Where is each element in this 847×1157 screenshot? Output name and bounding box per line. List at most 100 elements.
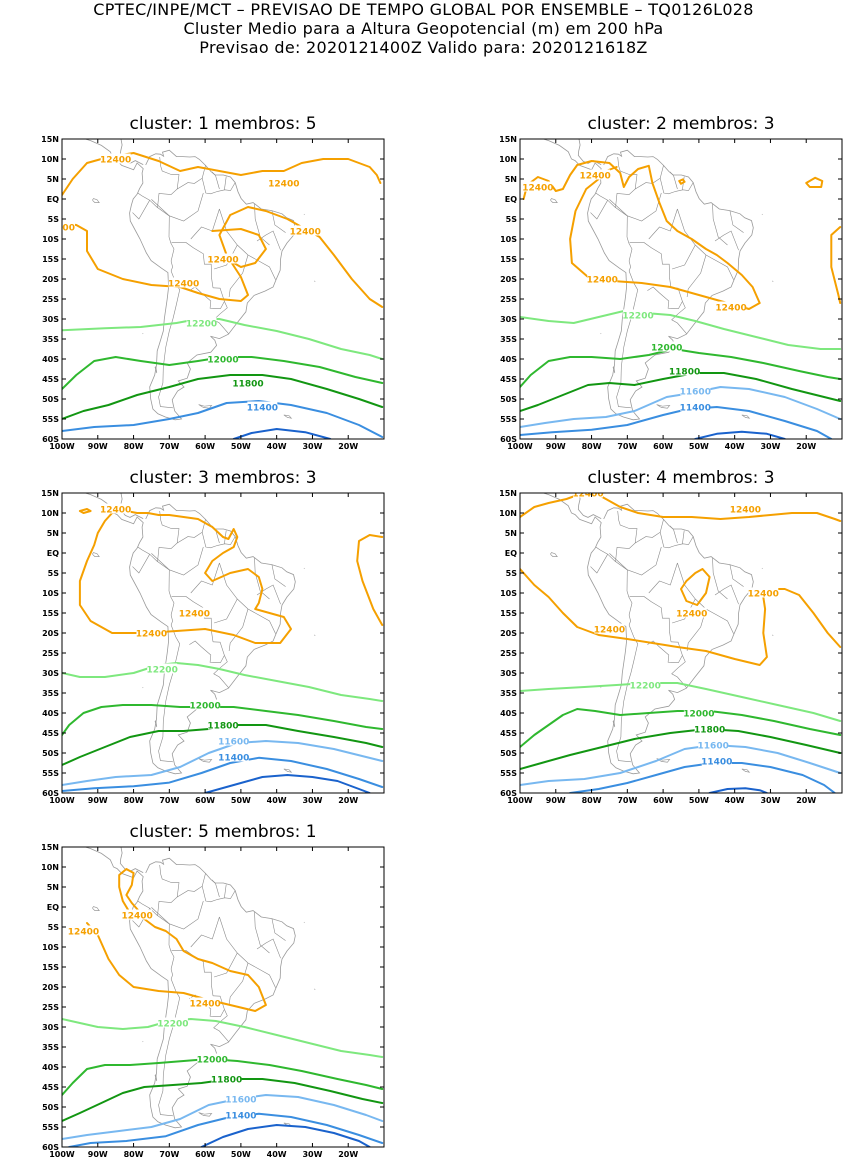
longitude-tick-label: 30W <box>302 1150 322 1157</box>
latitude-tick-label: 10N <box>41 155 59 164</box>
header-line-2: Cluster Medio para a Altura Geopotencial… <box>183 19 664 38</box>
latitude-tick-label: 55S <box>42 1123 59 1132</box>
contour-label-bg <box>208 353 238 364</box>
contour-label: 12400 <box>676 609 707 619</box>
contour-label: 12400 <box>136 629 167 639</box>
country-border <box>132 200 150 220</box>
country-border <box>590 200 608 220</box>
latitude-tick-label: 25S <box>500 295 517 304</box>
contour-label-bg <box>680 401 711 412</box>
contour-11200 <box>694 430 786 439</box>
contour-11800 <box>62 374 384 420</box>
country-border <box>635 519 664 544</box>
contour-label: 12000 <box>189 701 220 711</box>
longitude-tick-label: 70W <box>159 1150 179 1157</box>
cluster-map-panel: cluster: 1 membros: 5 12400 12400 400 12400 1… <box>41 114 385 451</box>
country-border <box>254 557 270 600</box>
country-border <box>712 557 728 600</box>
country-border <box>189 994 225 1017</box>
latitude-tick-label: 15N <box>499 489 517 498</box>
contour-label-bg <box>676 607 707 618</box>
contour-12200 <box>62 662 384 702</box>
island-outline <box>283 414 293 419</box>
latitude-tick-label: 55S <box>42 769 59 778</box>
longitude-tick-label: 40W <box>725 796 745 805</box>
contour-12200 <box>62 318 384 360</box>
contour-label: 12400 <box>748 589 779 599</box>
country-border <box>254 911 270 954</box>
longitude-tick-label: 40W <box>725 442 745 451</box>
country-border <box>224 884 227 898</box>
panel-title: cluster: 1 membros: 5 <box>129 114 316 134</box>
latitude-tick-label: 35S <box>42 1043 59 1052</box>
island-outline <box>741 768 751 773</box>
contour-12400 <box>520 493 842 522</box>
island-outline <box>198 758 213 763</box>
latitude-tick-label: 40S <box>42 355 59 364</box>
cluster-map-panel: cluster: 3 membros: 3 12400 12400 12400 1220… <box>41 468 385 805</box>
country-border <box>729 210 744 233</box>
latitude-tick-label: 35S <box>42 689 59 698</box>
map-frame <box>61 138 385 440</box>
contour-11400 <box>62 400 384 438</box>
coastline <box>84 847 296 1129</box>
contour-12400 <box>680 568 711 606</box>
country-border <box>151 907 175 980</box>
contour-label: 11800 <box>232 379 263 389</box>
contour-11200 <box>708 787 768 793</box>
longitude-tick-label: 20W <box>338 442 358 451</box>
country-border <box>157 510 180 562</box>
contour-12400 <box>78 508 92 514</box>
latitude-tick-label: 15N <box>499 135 517 144</box>
cluster-map-panel: cluster: 4 membros: 31240012400124001240… <box>499 468 843 805</box>
longitude-tick-label: 80W <box>124 796 144 805</box>
figure-header: CPTEC/INPE/MCT – PREVISAO DE TEMPO GLOBA… <box>0 0 847 57</box>
map-frame <box>61 492 385 794</box>
country-border <box>629 242 672 288</box>
country-border <box>214 952 238 978</box>
country-border <box>647 286 683 309</box>
map-frame <box>519 492 843 794</box>
contour-12200 <box>62 1018 384 1058</box>
latitude-tick-label: 10S <box>500 589 517 598</box>
country-border <box>615 156 638 208</box>
contour-11800 <box>62 1078 384 1122</box>
country-border <box>211 879 220 898</box>
latitude-tick-label: 35S <box>500 335 517 344</box>
contour-label: 11400 <box>225 1111 256 1121</box>
latitude-tick-label: 20S <box>42 983 59 992</box>
country-border <box>212 641 229 688</box>
island-outline <box>154 720 158 728</box>
longitude-tick-label: 80W <box>582 796 602 805</box>
latitude-tick-label: 5S <box>48 569 60 578</box>
country-border <box>271 564 286 587</box>
country-border <box>151 553 175 626</box>
contour-label: 12400 <box>594 625 625 635</box>
latitude-tick-label: EQ <box>47 549 59 558</box>
contour-label: 12400 <box>100 155 131 165</box>
longitude-tick-label: 100W <box>507 442 533 451</box>
island-outline <box>656 758 671 763</box>
country-border <box>648 208 678 240</box>
longitude-tick-label: 90W <box>546 442 566 451</box>
latitude-tick-label: EQ <box>47 195 59 204</box>
longitude-tick-label: 60W <box>195 442 215 451</box>
latitude-tick-label: 40S <box>42 1063 59 1072</box>
latitude-tick-label: 30S <box>42 669 59 678</box>
panel-title: cluster: 2 membros: 3 <box>587 114 774 134</box>
contour-label: 12200 <box>147 665 178 675</box>
country-border <box>228 962 249 1006</box>
contour-label: 11800 <box>211 1075 242 1085</box>
longitude-tick-label: 30W <box>302 796 322 805</box>
contour-label: 12400 <box>715 303 746 313</box>
country-border <box>211 171 220 190</box>
country-border <box>254 203 270 246</box>
coastline <box>84 493 296 775</box>
contour-12400 <box>522 160 761 310</box>
contour-label-bg <box>68 925 99 936</box>
contour-label-bg <box>630 679 661 690</box>
latitude-tick-label: 35S <box>42 335 59 344</box>
contour-12400 <box>678 178 686 185</box>
latitude-tick-label: 30S <box>42 315 59 324</box>
